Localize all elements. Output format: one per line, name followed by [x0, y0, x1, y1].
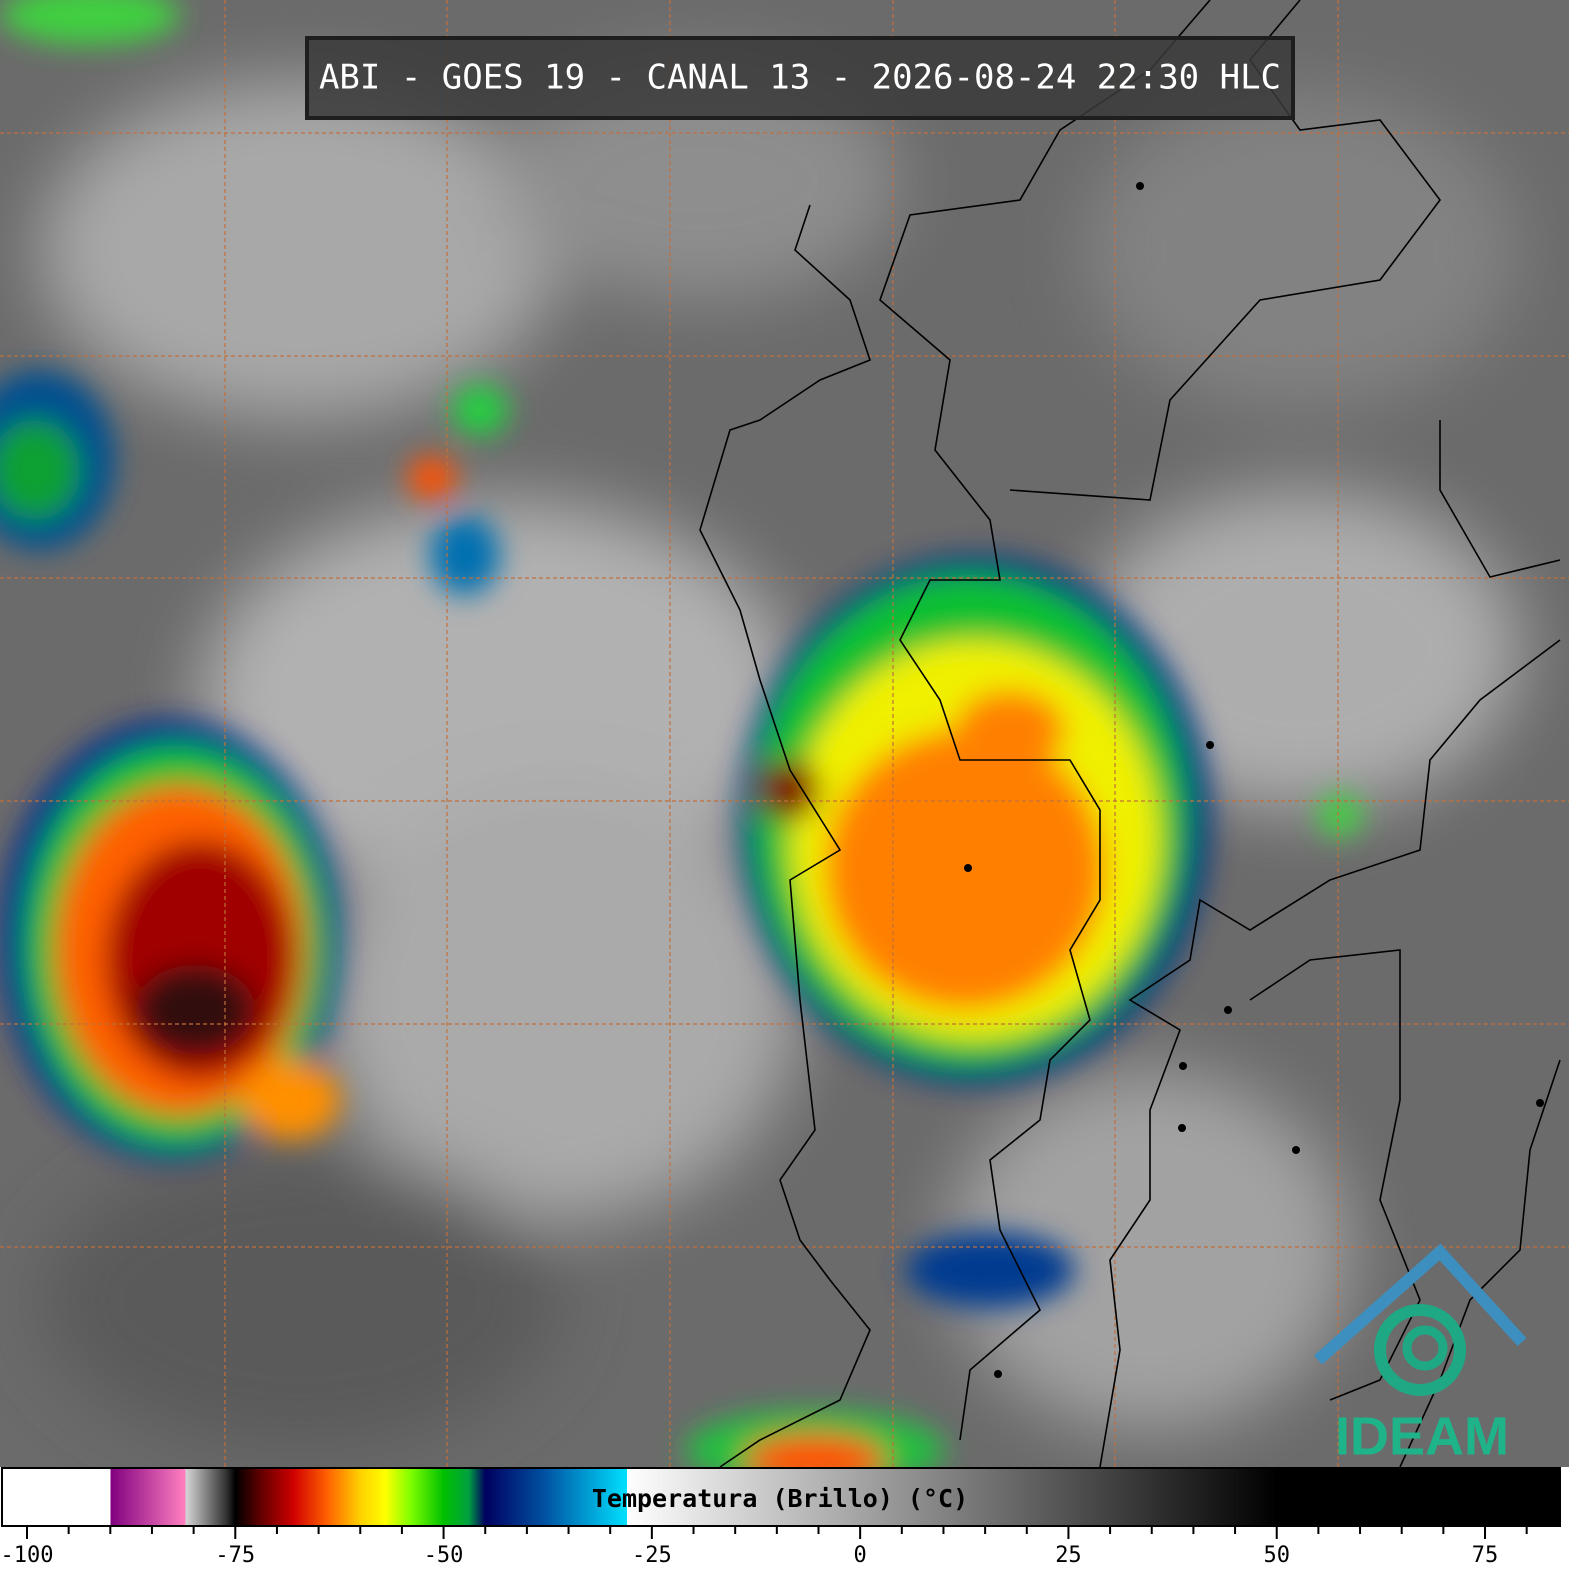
logo: IDEAM — [1314, 1243, 1527, 1466]
map-image — [0, 0, 1569, 1490]
tick-label: -25 — [632, 1543, 672, 1568]
title: ABI - GOES 19 - CANAL 13 - 2026-08-24 22… — [319, 58, 1281, 98]
logo-text: IDEAM — [1335, 1406, 1509, 1466]
title-box: ABI - GOES 19 - CANAL 13 - 2026-08-24 22… — [305, 36, 1295, 120]
tick-label: 75 — [1472, 1543, 1499, 1568]
colorbar: Temperatura (Brillo) (°C) -100 -75 -50 -25 0… — [1, 1467, 1561, 1568]
tick-label: -75 — [215, 1543, 255, 1568]
colorbar-label: Temperatura (Brillo) (°C) — [592, 1484, 968, 1513]
tick-label: -100 — [1, 1543, 54, 1568]
tick-label: 0 — [854, 1543, 867, 1568]
tick-label: 25 — [1055, 1543, 1082, 1568]
tick-label: -50 — [424, 1543, 464, 1568]
tick-label: 50 — [1263, 1543, 1290, 1568]
